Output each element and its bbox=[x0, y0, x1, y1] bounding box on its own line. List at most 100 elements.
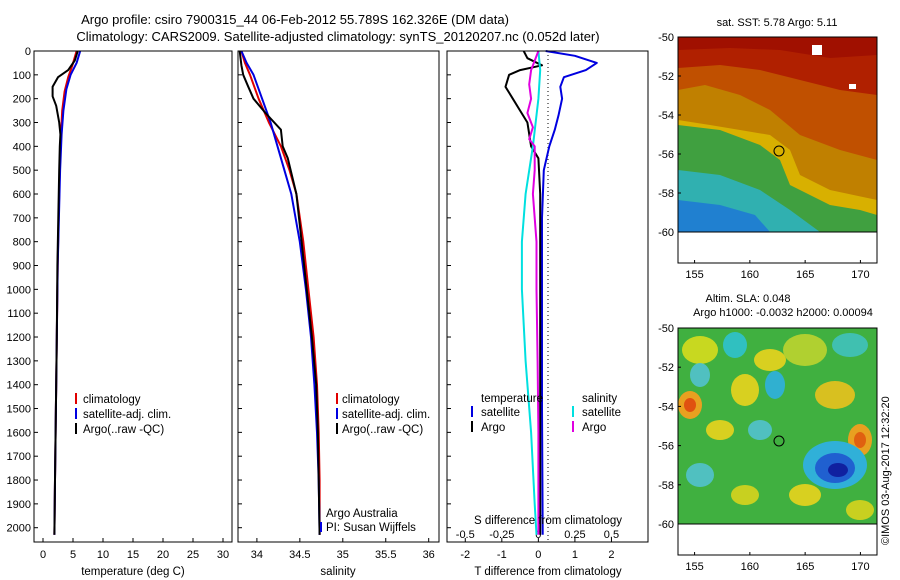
temperature-y-tick-label: 600 bbox=[13, 189, 31, 201]
sla-x-tick-label: 170 bbox=[851, 561, 869, 573]
temperature-legend-swatch-satellite bbox=[75, 408, 77, 419]
temperature-x-tick-label: 15 bbox=[127, 549, 139, 561]
salinity-x-tick-label: 35.5 bbox=[375, 549, 396, 561]
sst-map-title: sat. SST: 5.78 Argo: 5.11 bbox=[717, 17, 838, 29]
temperature-y-tick-label: 1900 bbox=[7, 499, 31, 511]
difference-s-tick-label: -0.25 bbox=[489, 529, 514, 541]
difference-series-line bbox=[520, 50, 542, 535]
temperature-y-tick-label: 1100 bbox=[7, 308, 31, 320]
difference-s-tick-label: 0.5 bbox=[604, 529, 619, 541]
sla-blob-1 bbox=[682, 336, 718, 364]
sla-axes-frame bbox=[677, 327, 878, 556]
temperature-series-line bbox=[53, 50, 82, 535]
sst-y-tick-label: -50 bbox=[658, 32, 674, 44]
difference-panel: -2 -1 0 1 2 -0.5 -0.25 0 0.25 0.5 S difference f… bbox=[446, 50, 649, 578]
temperature-x-tick-label: 20 bbox=[157, 549, 169, 561]
sst-x-tick-label: 165 bbox=[796, 269, 814, 281]
sla-blob-5 bbox=[832, 333, 868, 357]
difference-s-ticks: -0.5 -0.25 0 0.25 0.5 bbox=[456, 529, 619, 541]
sst-axes-frame bbox=[677, 36, 878, 264]
difference-legend-swatch-s-satellite bbox=[572, 406, 574, 417]
sla-blob-18 bbox=[828, 463, 848, 477]
temperature-panel: 0100200300400500600700800900100011001200… bbox=[7, 46, 233, 578]
difference-x-tick-label: -2 bbox=[460, 549, 470, 561]
difference-s-tick-label: -0.5 bbox=[456, 529, 475, 541]
temperature-legend: climatology satellite-adj. clim. Argo(..… bbox=[75, 393, 171, 436]
sla-map-panel: Altim. SLA: 0.048 Argo h1000: -0.0032 h2… bbox=[658, 293, 878, 573]
temperature-y-tick-label: 800 bbox=[13, 237, 31, 249]
salinity-legend-climatology: climatology bbox=[342, 394, 400, 406]
difference-series-line bbox=[526, 50, 540, 535]
difference-x-tick-label: 0 bbox=[535, 549, 541, 561]
difference-legend-swatch-s-argo bbox=[572, 421, 574, 432]
sla-x-tick-label: 160 bbox=[741, 561, 759, 573]
temperature-y-tick-label: 900 bbox=[13, 261, 31, 273]
temperature-y-tick-label: 1800 bbox=[7, 475, 31, 487]
sla-y-tick-label: -54 bbox=[658, 401, 674, 413]
salinity-x-tick-label: 34.5 bbox=[289, 549, 310, 561]
salinity-x-tick-label: 34 bbox=[251, 549, 263, 561]
figure-subtitle: Climatology: CARS2009. Satellite-adjuste… bbox=[76, 29, 599, 44]
temperature-y-tick-label: 1200 bbox=[7, 332, 31, 344]
sla-y-tick-label: -56 bbox=[658, 441, 674, 453]
salinity-legend-argo: Argo(..raw -QC) bbox=[342, 424, 423, 436]
sla-blob-6 bbox=[690, 363, 710, 387]
sla-blob-7 bbox=[731, 374, 759, 406]
sst-x-tick-label: 155 bbox=[685, 269, 703, 281]
sla-heatmap bbox=[678, 328, 877, 524]
salinity-series-line bbox=[238, 50, 321, 535]
sst-x-tick-label: 160 bbox=[741, 269, 759, 281]
salinity-axes-frame bbox=[237, 50, 440, 543]
sst-y-tick-label: -56 bbox=[658, 149, 674, 161]
sla-blob-9 bbox=[815, 381, 855, 409]
temperature-x-tick-label: 10 bbox=[97, 549, 109, 561]
sla-map-title: Altim. SLA: 0.048 bbox=[706, 293, 791, 305]
temperature-legend-swatch-argo bbox=[75, 423, 77, 434]
temperature-x-ticks: 0 5 10 15 20 25 30 bbox=[40, 538, 229, 561]
sla-x-tick-label: 155 bbox=[685, 561, 703, 573]
difference-legend-swatch-t-satellite bbox=[471, 406, 473, 417]
sst-y-tick-label: -58 bbox=[658, 188, 674, 200]
sla-blob-2 bbox=[723, 332, 747, 358]
sla-blob-4 bbox=[783, 334, 827, 366]
sst-x-ticks: 155 160 165 170 bbox=[685, 260, 870, 281]
difference-series bbox=[447, 50, 598, 535]
sst-map-panel: sat. SST: 5.78 Argo: 5.11 -50-52-54-56-5… bbox=[658, 17, 878, 281]
salinity-x-tick-label: 35 bbox=[337, 549, 349, 561]
difference-legend-s-argo: Argo bbox=[582, 422, 606, 434]
sla-blob-22 bbox=[846, 500, 874, 520]
difference-x-axis-label: T difference from climatology bbox=[474, 566, 621, 578]
sla-y-ticks: -50 -52 -54 -56 -58 -60 bbox=[658, 323, 681, 531]
temperature-y-tick-label: 100 bbox=[13, 70, 31, 82]
temperature-x-tick-label: 0 bbox=[40, 549, 46, 561]
temperature-y-ticks: 0 100 200 300 400 500 600 700 800 900 1000 1100 1200… bbox=[7, 46, 38, 535]
sla-y-tick-label: -60 bbox=[658, 519, 674, 531]
sla-blob-8 bbox=[765, 371, 785, 399]
difference-axes-frame bbox=[446, 50, 649, 543]
temperature-x-tick-label: 5 bbox=[70, 549, 76, 561]
figure-title: Argo profile: csiro 7900315_44 06-Feb-20… bbox=[81, 12, 509, 27]
salinity-series-line bbox=[240, 50, 321, 535]
temperature-legend-satellite: satellite-adj. clim. bbox=[83, 409, 171, 421]
salinity-legend-swatch-climatology bbox=[336, 393, 338, 404]
sst-x-tick-label: 170 bbox=[851, 269, 869, 281]
sla-blob-15 bbox=[854, 432, 866, 448]
difference-legend-s-satellite: satellite bbox=[582, 407, 621, 419]
temperature-series-line bbox=[51, 50, 79, 535]
difference-x-tick-label: -1 bbox=[497, 549, 507, 561]
sst-missing-patch-1 bbox=[812, 45, 822, 55]
temperature-legend-argo: Argo(..raw -QC) bbox=[83, 424, 164, 436]
sla-blob-3 bbox=[754, 349, 786, 371]
difference-s-axis-label: S difference from climatology bbox=[474, 515, 622, 527]
sla-y-tick-label: -58 bbox=[658, 480, 674, 492]
sla-map-subtitle: Argo h1000: -0.0032 h2000: 0.00094 bbox=[693, 307, 873, 319]
sst-y-tick-label: -60 bbox=[658, 227, 674, 239]
salinity-x-tick-label: 36 bbox=[423, 549, 435, 561]
difference-x-ticks: -2 -1 0 1 2 bbox=[460, 538, 615, 561]
temperature-y-tick-label: 0 bbox=[25, 46, 31, 58]
difference-series-line bbox=[541, 50, 598, 535]
temperature-y-tick-label: 1700 bbox=[7, 451, 31, 463]
sla-x-ticks: 155 160 165 170 bbox=[685, 552, 870, 573]
sla-blob-21 bbox=[731, 485, 759, 505]
